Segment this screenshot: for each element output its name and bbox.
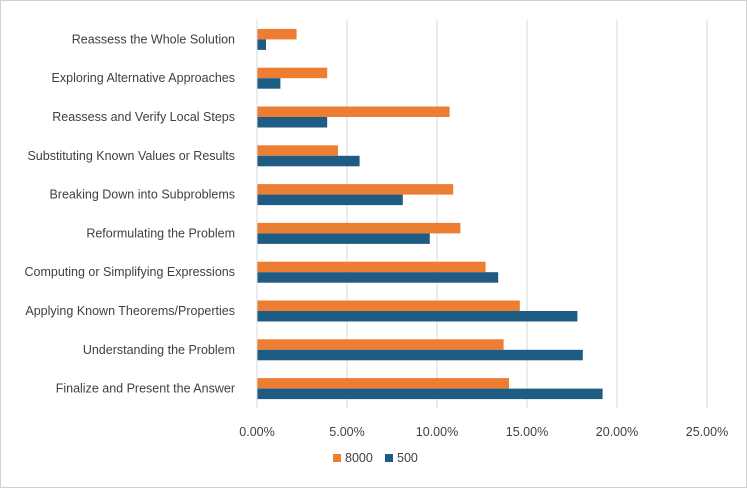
bar-8000-2 bbox=[257, 106, 450, 117]
legend: 8000 500 bbox=[333, 451, 418, 465]
legend-swatch-500 bbox=[385, 454, 393, 462]
bar-8000-8 bbox=[257, 339, 504, 350]
category-label: Breaking Down into Subproblems bbox=[49, 188, 235, 202]
category-label: Reassess the Whole Solution bbox=[72, 32, 235, 46]
bar-500-6 bbox=[257, 272, 499, 283]
bar-8000-9 bbox=[257, 378, 509, 389]
legend-swatch-8000 bbox=[333, 454, 341, 462]
bars bbox=[257, 28, 603, 400]
bar-500-4 bbox=[257, 194, 403, 206]
x-tick-label: 25.00% bbox=[686, 425, 728, 439]
bar-8000-3 bbox=[257, 145, 338, 156]
bar-500-2 bbox=[257, 117, 328, 128]
x-tick-label: 10.00% bbox=[416, 425, 458, 439]
x-tick-label: 5.00% bbox=[329, 425, 364, 439]
legend-label-500: 500 bbox=[397, 451, 418, 465]
category-labels: Reassess the Whole Solution Exploring Alt… bbox=[24, 32, 235, 395]
category-label: Reformulating the Problem bbox=[86, 226, 235, 240]
category-label: Exploring Alternative Approaches bbox=[52, 71, 235, 85]
bar-8000-4 bbox=[257, 184, 454, 195]
category-label: Applying Known Theorems/Properties bbox=[25, 304, 235, 318]
bar-500-5 bbox=[257, 233, 430, 244]
x-tick-label: 15.00% bbox=[506, 425, 548, 439]
bar-500-7 bbox=[257, 311, 578, 322]
category-label: Computing or Simplifying Expressions bbox=[24, 265, 235, 279]
bar-500-1 bbox=[257, 78, 281, 89]
bar-500-8 bbox=[257, 349, 583, 361]
x-tick-label: 0.00% bbox=[239, 425, 274, 439]
legend-label-8000: 8000 bbox=[345, 451, 373, 465]
bar-8000-7 bbox=[257, 300, 520, 311]
x-tick-labels: 0.00% 5.00% 10.00% 15.00% 20.00% 25.00% bbox=[239, 425, 728, 439]
category-label: Substituting Known Values or Results bbox=[27, 149, 235, 163]
category-label: Understanding the Problem bbox=[83, 343, 235, 357]
category-label: Finalize and Present the Answer bbox=[56, 382, 235, 396]
x-tick-label: 20.00% bbox=[596, 425, 638, 439]
bar-500-9 bbox=[257, 388, 603, 400]
bar-500-0 bbox=[257, 39, 266, 50]
bar-8000-0 bbox=[257, 28, 297, 40]
bar-8000-5 bbox=[257, 222, 461, 234]
bar-8000-1 bbox=[257, 67, 328, 79]
category-label: Reassess and Verify Local Steps bbox=[52, 110, 235, 124]
bar-8000-6 bbox=[257, 261, 486, 273]
bar-500-3 bbox=[257, 155, 360, 167]
